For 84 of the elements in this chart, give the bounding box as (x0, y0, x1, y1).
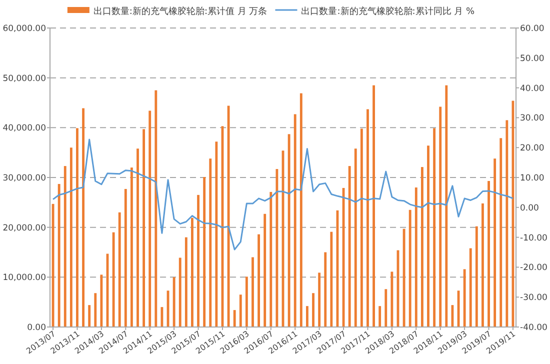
bar (482, 203, 484, 327)
y2-tick-label: -30.00 (520, 293, 548, 304)
bar (318, 272, 321, 327)
bar (58, 184, 60, 327)
bar (252, 257, 254, 327)
bar (276, 169, 278, 327)
bar (312, 293, 314, 327)
bar (154, 90, 158, 327)
bar (445, 85, 448, 327)
y-tick-label: 40,000.00 (2, 124, 46, 134)
bar (245, 276, 248, 327)
bar (264, 214, 266, 327)
bar (378, 306, 382, 327)
bar (408, 210, 412, 327)
bar (348, 166, 351, 327)
bar (463, 269, 466, 327)
bar (130, 168, 133, 327)
bar (300, 93, 302, 327)
bar (366, 109, 369, 327)
bar (70, 148, 72, 327)
bar (148, 110, 152, 327)
bar (500, 138, 502, 327)
bar (306, 306, 308, 327)
y-tick-label: 60,000.00 (2, 24, 46, 34)
bar (215, 142, 218, 327)
y2-tick-label: -40.00 (520, 323, 548, 333)
bar (488, 180, 490, 327)
legend-label: 出口数量:新的充气橡胶轮胎:累计同比 月 % (301, 6, 476, 17)
bar (384, 289, 388, 327)
bar (469, 248, 472, 327)
bar (191, 218, 194, 327)
bar (439, 106, 442, 327)
y-tick-label: 0.00 (27, 323, 46, 333)
bar (390, 272, 394, 327)
bar (239, 294, 242, 327)
bar (330, 232, 333, 327)
bar (197, 194, 200, 327)
bar (475, 226, 478, 327)
bar (203, 177, 206, 327)
y2-tick-label: -10.00 (520, 233, 548, 244)
bar (100, 274, 103, 327)
bar (420, 167, 424, 327)
y2-tick-label: 30.00 (520, 114, 544, 124)
bar (354, 148, 357, 327)
bar (324, 252, 327, 327)
bar (142, 129, 146, 327)
bar (372, 85, 375, 327)
bar (258, 234, 260, 327)
bar (451, 305, 454, 327)
bar (414, 187, 418, 327)
bar (288, 134, 290, 327)
bar (64, 166, 66, 327)
y2-tick-label: -20.00 (520, 263, 548, 274)
bar (88, 305, 91, 327)
legend-label: 出口数量:新的充气橡胶轮胎:累计值 月 万条 (93, 6, 268, 17)
bar (94, 293, 97, 327)
y2-tick-label: 20.00 (520, 144, 544, 154)
bar (118, 212, 121, 327)
bar (112, 232, 115, 327)
bar (433, 128, 436, 327)
y2-tick-label: 50.00 (520, 54, 544, 64)
bar (494, 158, 496, 327)
bar (506, 120, 508, 327)
y-tick-label: 20,000.00 (2, 223, 46, 234)
y-tick-label: 10,000.00 (2, 273, 46, 284)
y-tick-label: 30,000.00 (2, 174, 46, 184)
y2-tick-label: 10.00 (520, 174, 544, 184)
bar (360, 128, 363, 327)
bar (270, 192, 272, 327)
y2-tick-label: 60.00 (520, 24, 544, 34)
bar (209, 158, 212, 327)
bar (136, 148, 139, 327)
y-tick-label: 50,000.00 (2, 74, 46, 84)
bar (124, 188, 127, 327)
bar (76, 128, 78, 327)
bar (82, 108, 84, 327)
y2-tick-label: 0.00 (520, 203, 539, 214)
bar (233, 310, 236, 327)
bar (184, 237, 188, 327)
bar (427, 146, 430, 327)
bar (172, 277, 176, 327)
bar (294, 114, 296, 327)
y2-tick-label: 40.00 (520, 84, 544, 94)
bar (178, 258, 182, 327)
